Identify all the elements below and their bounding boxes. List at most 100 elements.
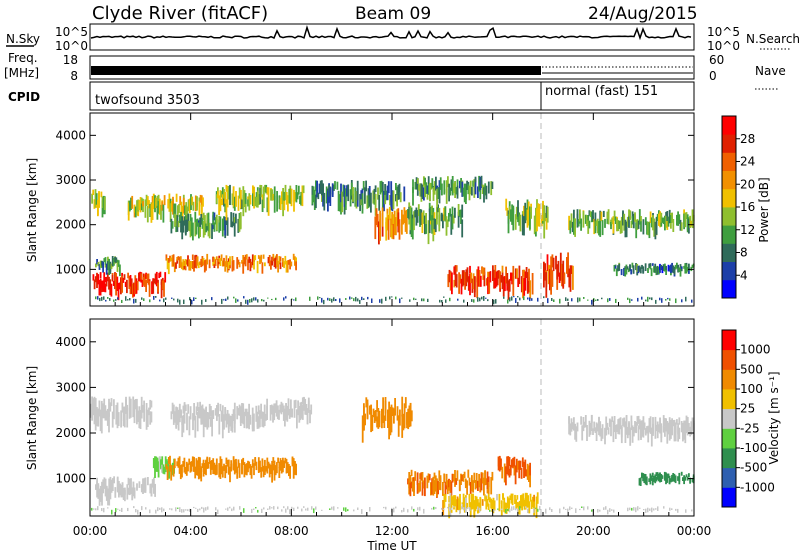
echo-cell: [671, 508, 673, 510]
echo-cell: [101, 296, 103, 301]
echo-cell: [243, 256, 246, 265]
echo-cell: [543, 261, 545, 288]
noise-left-label: N.Sky: [6, 32, 40, 46]
echo-cell: [264, 459, 266, 475]
echo-cell: [220, 254, 223, 261]
echo-cell: [218, 414, 221, 435]
echo-cell: [645, 299, 647, 302]
echo-cell: [521, 494, 523, 511]
echo-cell: [634, 212, 636, 222]
echo-cell: [563, 272, 566, 284]
echo-cell: [579, 209, 581, 222]
echo-cell: [163, 298, 165, 303]
echo-cell: [221, 194, 224, 205]
echo-cell: [406, 412, 408, 425]
echo-cell: [159, 299, 161, 302]
echo-cell: [333, 184, 335, 191]
echo-cell: [98, 488, 101, 506]
echo-cell: [215, 458, 218, 474]
echo-cell: [341, 191, 344, 213]
echo-cell: [96, 407, 98, 427]
echo-cell: [132, 484, 135, 491]
echo-cell: [201, 256, 204, 265]
echo-cell: [108, 258, 110, 269]
power-y-label: Slant Range [km]: [25, 158, 39, 262]
echo-cell: [145, 194, 148, 206]
echo-cell: [495, 271, 498, 287]
echo-cell: [235, 458, 237, 473]
echo-cell: [295, 297, 297, 302]
echo-cell: [583, 506, 585, 511]
echo-cell: [180, 410, 182, 418]
echo-cell: [523, 269, 526, 278]
echo-cell: [212, 256, 215, 262]
echo-cell: [627, 268, 630, 273]
echo-cell: [460, 473, 462, 485]
echo-cell: [466, 480, 468, 495]
echo-cell: [337, 507, 339, 509]
echo-cell: [379, 299, 381, 303]
echo-cell: [532, 496, 534, 508]
echo-cell: [98, 191, 100, 208]
echo-cell: [658, 213, 660, 226]
echo-cell: [284, 457, 287, 464]
echo-cell: [668, 209, 671, 224]
echo-cell: [267, 187, 270, 208]
echo-cell: [637, 415, 640, 424]
echo-cell: [425, 219, 427, 234]
echo-cell: [383, 415, 386, 428]
echo-cell: [401, 297, 403, 299]
echo-cell: [334, 181, 336, 190]
echo-cell: [562, 260, 565, 289]
echo-cell: [472, 493, 474, 500]
echo-cell: [450, 181, 453, 191]
echo-cell: [276, 259, 278, 267]
echo-cell: [281, 509, 283, 512]
echo-cell: [355, 191, 358, 209]
echo-cell: [278, 259, 281, 265]
echo-cell: [107, 488, 109, 506]
echo-cell: [676, 262, 678, 269]
echo-cell: [157, 282, 159, 293]
echo-cell: [421, 298, 423, 302]
echo-cell: [261, 508, 263, 513]
echo-cell: [116, 276, 119, 291]
echo-cell: [122, 489, 125, 500]
echo-cell: [181, 415, 184, 438]
echo-cell: [305, 508, 307, 511]
echo-cell: [156, 205, 159, 220]
echo-cell: [449, 272, 452, 291]
echo-cell: [468, 494, 471, 508]
echo-cell: [381, 182, 384, 198]
echo-cell: [552, 257, 555, 272]
echo-cell: [655, 508, 657, 510]
echo-cell: [263, 404, 266, 426]
echo-cell: [133, 399, 136, 413]
echo-cell: [451, 473, 454, 483]
echo-cell: [459, 509, 461, 515]
echo-cell: [555, 255, 557, 270]
echo-cell: [249, 299, 251, 303]
echo-cell: [487, 503, 490, 510]
echo-cell: [217, 509, 219, 514]
echo-cell: [109, 402, 112, 412]
echo-cell: [238, 466, 241, 474]
echo-cell: [520, 468, 523, 479]
echo-cell: [221, 218, 224, 237]
echo-cell: [184, 205, 186, 216]
echo-cell: [527, 201, 530, 226]
echo-cell: [478, 502, 480, 513]
echo-cell: [189, 406, 192, 420]
echo-cell: [176, 259, 179, 264]
echo-cell: [279, 256, 282, 262]
echo-cell: [680, 471, 683, 476]
echo-cell: [184, 219, 187, 236]
echo-cell: [144, 199, 147, 218]
echo-cell: [247, 299, 249, 305]
echo-cell: [473, 299, 475, 303]
echo-cell: [270, 404, 273, 415]
echo-cell: [649, 297, 651, 300]
echo-cell: [450, 481, 453, 496]
